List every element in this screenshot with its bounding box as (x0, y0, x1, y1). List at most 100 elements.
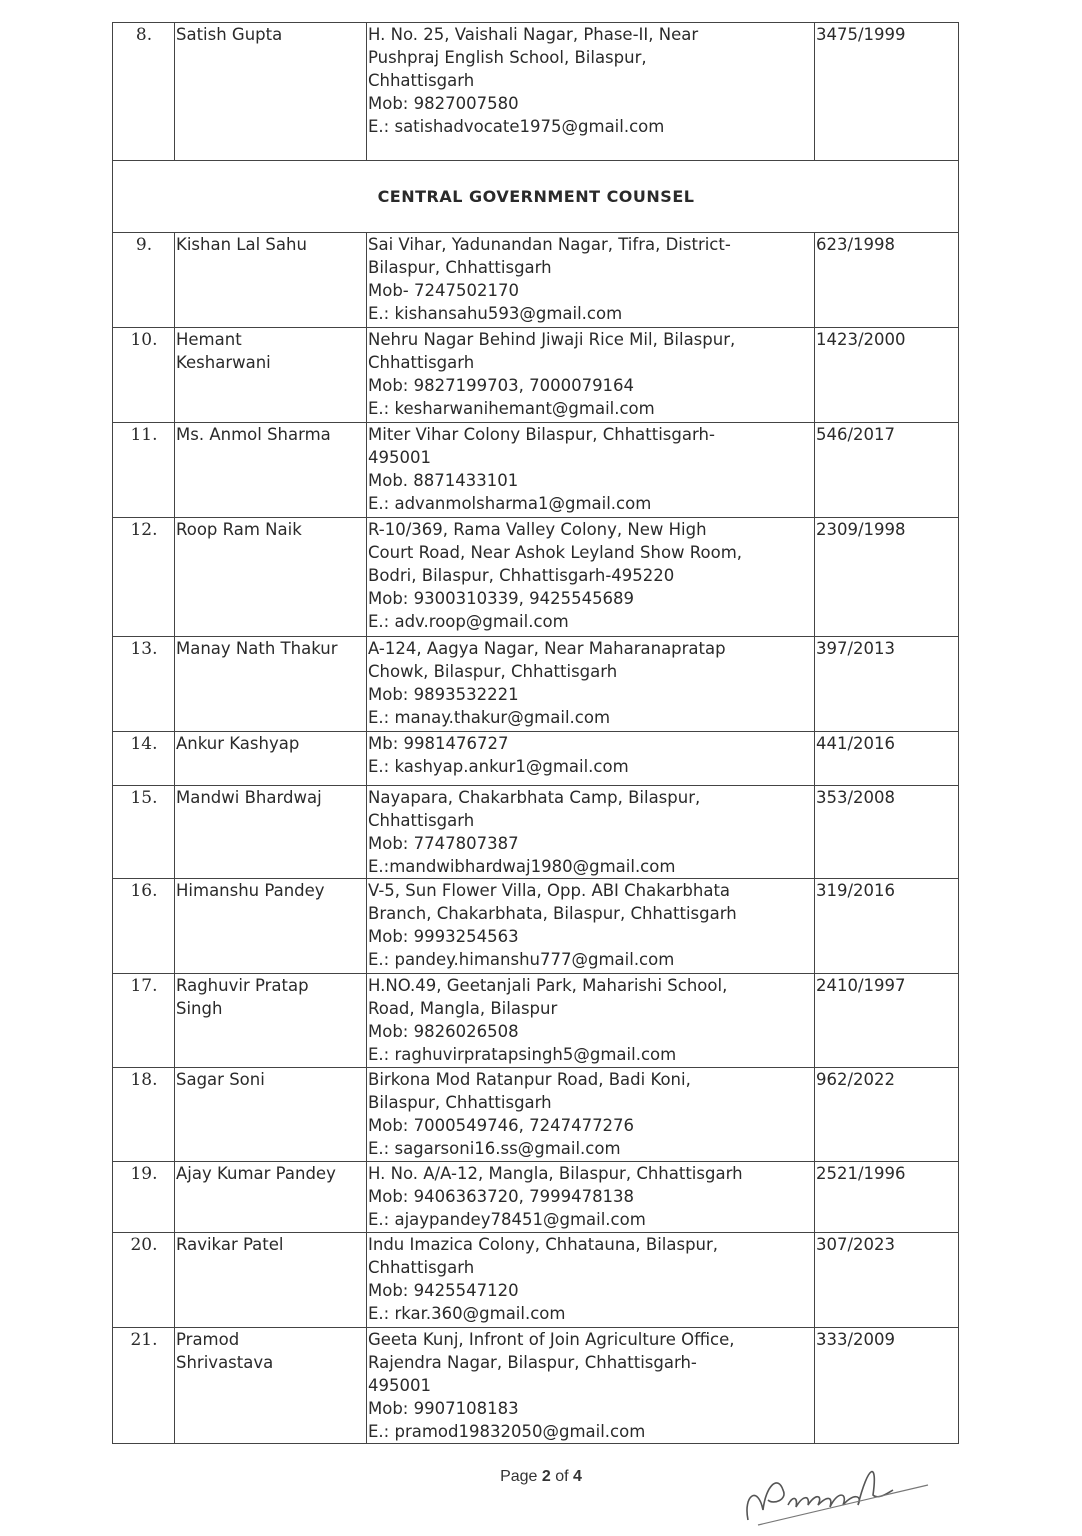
counsel-name: Mandwi Bhardwaj (174, 785, 367, 879)
serial-number: 19. (112, 1161, 175, 1233)
table-row: 13. Manay Nath Thakur A-124, Aagya Nagar, … (112, 636, 959, 732)
counsel-address: Indu Imazica Colony, Chhatauna, Bilaspur… (366, 1232, 815, 1328)
address-line: Mob: 9826026508 (368, 1022, 519, 1041)
table-row: 10. Hemant Kesharwani Nehru Nagar Behind Ji… (112, 327, 959, 423)
address-line: Mob: 9300310339, 9425545689 (368, 589, 635, 608)
counsel-address: Geeta Kunj, Infront of Join Agriculture … (366, 1327, 815, 1444)
table-row: 17. Raghuvir Pratap Singh H.NO.49, Geetanja… (112, 973, 959, 1068)
serial-number: 17. (112, 973, 175, 1068)
address-line: Chhattisgarh (368, 811, 475, 830)
address-line: Chhattisgarh (368, 71, 475, 90)
address-line: Rajendra Nagar, Bilaspur, Chhattisgarh- (368, 1353, 697, 1372)
address-line: Geeta Kunj, Infront of Join Agriculture … (368, 1330, 735, 1349)
serial-number: 21. (112, 1327, 175, 1444)
table-row: 12. Roop Ram Naik R-10/369, Rama Valley Co… (112, 517, 959, 637)
enrolment-number: 319/2016 (814, 878, 959, 974)
counsel-address: V-5, Sun Flower Villa, Opp. ABI Chakarbh… (366, 878, 815, 974)
enrolment-number: 3475/1999 (814, 22, 959, 161)
name-line: Mandwi Bhardwaj (176, 788, 322, 807)
address-line: Mb: 9981476727 (368, 734, 509, 753)
counsel-name: Ravikar Patel (174, 1232, 367, 1328)
name-line: Ankur Kashyap (176, 734, 300, 753)
address-line: E.: ajaypandey78451@gmail.com (368, 1210, 646, 1229)
address-line: E.: kesharwanihemant@gmail.com (368, 399, 655, 418)
name-line: Raghuvir Pratap (176, 976, 309, 995)
table-row: 9. Kishan Lal Sahu Sai Vihar, Yadunandan N… (112, 232, 959, 328)
table-row: 14. Ankur Kashyap Mb: 9981476727 E.: kashya… (112, 731, 959, 786)
counsel-name: Kishan Lal Sahu (174, 232, 367, 328)
serial-number: 16. (112, 878, 175, 974)
section-heading: CENTRAL GOVERNMENT COUNSEL (112, 160, 959, 233)
serial-number: 8. (112, 22, 175, 161)
table-row: 16. Himanshu Pandey V-5, Sun Flower Villa,… (112, 878, 959, 974)
address-line: E.: advanmolsharma1@gmail.com (368, 494, 652, 513)
address-line: H. No. 25, Vaishali Nagar, Phase-II, Nea… (368, 25, 699, 44)
name-line: Kesharwani (176, 353, 271, 372)
counsel-address: H.NO.49, Geetanjali Park, Maharishi Scho… (366, 973, 815, 1068)
address-line: Chhattisgarh (368, 353, 475, 372)
counsel-address: Nehru Nagar Behind Jiwaji Rice Mil, Bila… (366, 327, 815, 423)
address-line: Chowk, Bilaspur, Chhattisgarh (368, 662, 618, 681)
address-line: Mob: 9827199703, 7000079164 (368, 376, 635, 395)
address-line: Pushpraj English School, Bilaspur, (368, 48, 647, 67)
enrolment-number: 353/2008 (814, 785, 959, 879)
address-line: E.:mandwibhardwaj1980@gmail.com (368, 857, 676, 876)
table-row: 11. Ms. Anmol Sharma Miter Vihar Colony Bi… (112, 422, 959, 518)
address-line: Sai Vihar, Yadunandan Nagar, Tifra, Dist… (368, 235, 731, 254)
name-line: Sagar Soni (176, 1070, 265, 1089)
counsel-address: H. No. A/A-12, Mangla, Bilaspur, Chhatti… (366, 1161, 815, 1233)
counsel-address: Mb: 9981476727 E.: kashyap.ankur1@gmail.c… (366, 731, 815, 786)
name-line: Roop Ram Naik (176, 520, 302, 539)
enrolment-number: 441/2016 (814, 731, 959, 786)
counsel-name: Raghuvir Pratap Singh (174, 973, 367, 1068)
address-line: Road, Mangla, Bilaspur (368, 999, 558, 1018)
section-row: CENTRAL GOVERNMENT COUNSEL (112, 160, 959, 233)
counsel-address: Miter Vihar Colony Bilaspur, Chhattisgar… (366, 422, 815, 518)
address-line: Mob: 9893532221 (368, 685, 519, 704)
name-line: Manay Nath Thakur (176, 639, 338, 658)
enrolment-number: 307/2023 (814, 1232, 959, 1328)
address-line: E.: pandey.himanshu777@gmail.com (368, 950, 675, 969)
address-line: Mob: 9425547120 (368, 1281, 519, 1300)
enrolment-number: 2521/1996 (814, 1161, 959, 1233)
counsel-name: Ms. Anmol Sharma (174, 422, 367, 518)
serial-number: 20. (112, 1232, 175, 1328)
serial-number: 12. (112, 517, 175, 637)
address-line: Indu Imazica Colony, Chhatauna, Bilaspur… (368, 1235, 719, 1254)
enrolment-number: 2309/1998 (814, 517, 959, 637)
address-line: Mob: 7747807387 (368, 834, 519, 853)
address-line: Birkona Mod Ratanpur Road, Badi Koni, (368, 1070, 691, 1089)
address-line: E.: kishansahu593@gmail.com (368, 304, 623, 323)
counsel-name: Roop Ram Naik (174, 517, 367, 637)
counsel-table: 8. Satish Gupta H. No. 25, Vaishali Nagar,… (112, 22, 959, 1444)
address-line: Miter Vihar Colony Bilaspur, Chhattisgar… (368, 425, 715, 444)
address-line: R-10/369, Rama Valley Colony, New High (368, 520, 707, 539)
enrolment-number: 623/1998 (814, 232, 959, 328)
address-line: Mob- 7247502170 (368, 281, 519, 300)
address-line: Court Road, Near Ashok Leyland Show Room… (368, 543, 743, 562)
serial-number: 11. (112, 422, 175, 518)
address-line: H. No. A/A-12, Mangla, Bilaspur, Chhatti… (368, 1164, 743, 1183)
address-line: E.: kashyap.ankur1@gmail.com (368, 757, 629, 776)
address-line: Mob: 9827007580 (368, 94, 519, 113)
table-row: 8. Satish Gupta H. No. 25, Vaishali Nagar,… (112, 22, 959, 161)
table-row: 19. Ajay Kumar Pandey H. No. A/A-12, Mangl… (112, 1161, 959, 1233)
serial-number: 10. (112, 327, 175, 423)
name-line: Himanshu Pandey (176, 881, 325, 900)
name-line: Kishan Lal Sahu (176, 235, 307, 254)
name-line: Pramod (176, 1330, 240, 1349)
address-line: E.: rkar.360@gmail.com (368, 1304, 566, 1323)
name-line: Ravikar Patel (176, 1235, 284, 1254)
enrolment-number: 2410/1997 (814, 973, 959, 1068)
address-line: Mob: 9993254563 (368, 927, 519, 946)
address-line: H.NO.49, Geetanjali Park, Maharishi Scho… (368, 976, 728, 995)
name-line: Ms. Anmol Sharma (176, 425, 331, 444)
counsel-name: Pramod Shrivastava (174, 1327, 367, 1444)
serial-number: 9. (112, 232, 175, 328)
signature (746, 1471, 929, 1526)
counsel-address: Birkona Mod Ratanpur Road, Badi Koni, Bil… (366, 1067, 815, 1162)
enrolment-number: 333/2009 (814, 1327, 959, 1444)
table-row: 21. Pramod Shrivastava Geeta Kunj, Infront … (112, 1327, 959, 1444)
enrolment-number: 962/2022 (814, 1067, 959, 1162)
address-line: Bilaspur, Chhattisgarh (368, 1093, 552, 1112)
